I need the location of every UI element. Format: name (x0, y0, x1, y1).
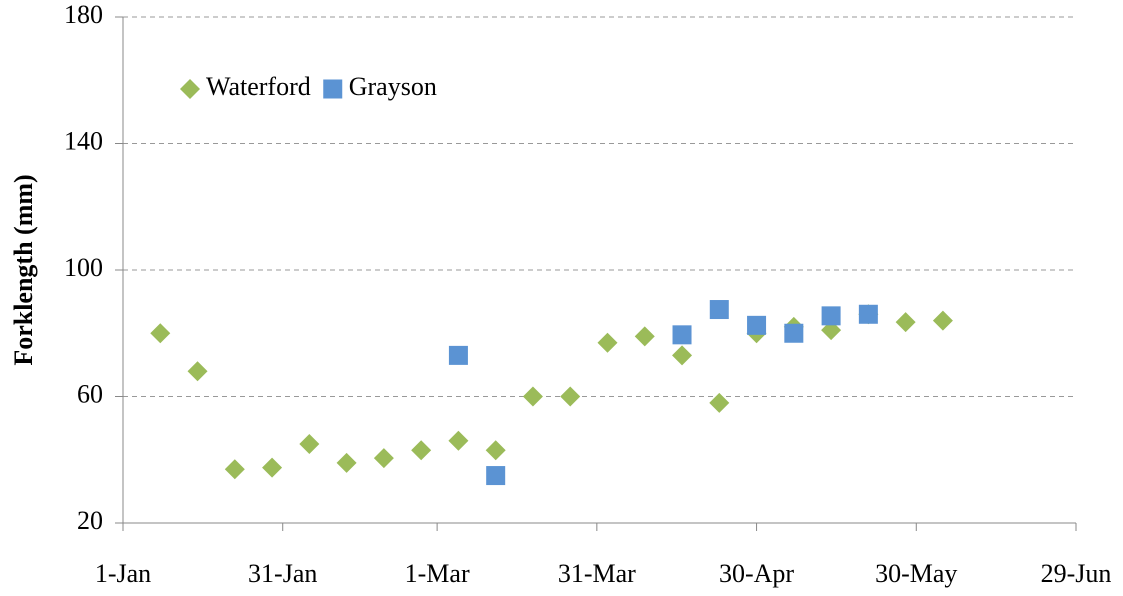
point (522, 386, 543, 407)
x-tick-label: 31-Mar (558, 559, 636, 588)
point (784, 323, 804, 343)
point (672, 325, 692, 345)
point (634, 326, 655, 347)
point (932, 310, 953, 331)
point (560, 386, 581, 407)
point (299, 433, 320, 454)
point (262, 457, 283, 478)
x-tick-label: 30-May (875, 559, 957, 588)
x-tick-label: 29-Jun (1041, 559, 1112, 588)
point (709, 392, 730, 413)
y-axis-label: Forklength (mm) (9, 174, 38, 365)
legend-label: Grayson (349, 72, 437, 101)
point (373, 448, 394, 469)
legend-label: Waterford (206, 72, 311, 101)
x-tick-label: 1-Jan (95, 559, 151, 588)
y-tick-label: 60 (77, 379, 103, 408)
point (224, 459, 245, 480)
point (485, 440, 506, 461)
x-tick-label: 31-Jan (248, 559, 317, 588)
point (821, 306, 841, 326)
point (150, 323, 171, 344)
x-tick-label: 1-Mar (405, 559, 470, 588)
point (597, 332, 618, 353)
point (448, 430, 469, 451)
point (672, 345, 693, 366)
point (411, 440, 432, 461)
y-tick-label: 180 (64, 0, 103, 29)
x-tick-label: 30-Apr (719, 559, 794, 588)
y-tick-label: 100 (64, 253, 103, 282)
point (895, 312, 916, 333)
point (486, 466, 506, 486)
legend-marker (180, 79, 200, 99)
point (709, 300, 729, 320)
y-tick-label: 20 (77, 506, 103, 535)
point (187, 361, 208, 382)
point (336, 452, 357, 473)
point (747, 315, 767, 335)
y-tick-label: 140 (64, 126, 103, 155)
point (858, 304, 878, 324)
point (448, 345, 468, 365)
legend-marker (323, 79, 343, 99)
